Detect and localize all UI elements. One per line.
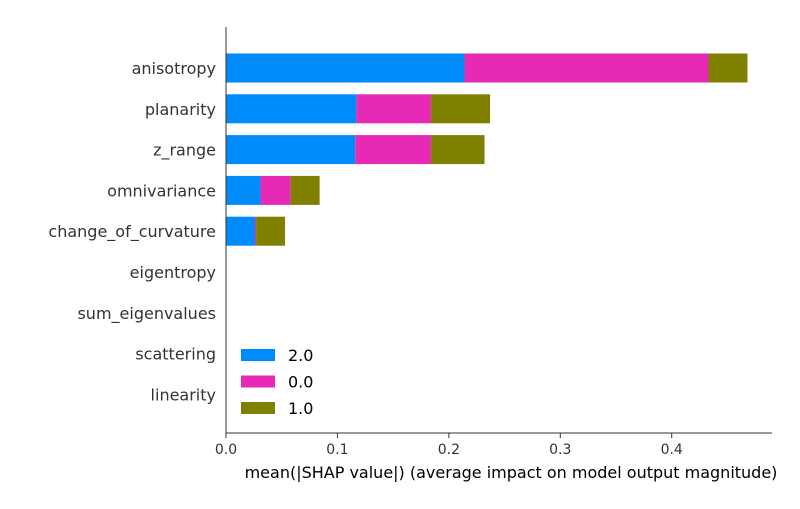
x-tick-label: 0.2 (438, 442, 460, 458)
feature-label-eigentropy: eigentropy (130, 263, 216, 282)
bar-anisotropy-series-0 (226, 53, 465, 83)
x-tick-label: 0.4 (661, 442, 683, 458)
x-axis-title: mean(|SHAP value|) (average impact on mo… (245, 463, 778, 482)
legend: 2.0 0.0 1.0 (241, 346, 313, 418)
bar-change-of-curvature-series-0 (226, 216, 255, 246)
x-tick-label: 0.1 (326, 442, 348, 458)
legend-swatch-2-0 (241, 349, 275, 361)
legend-label-0-0: 0.0 (288, 373, 313, 392)
bar-z-range-series-1 (355, 135, 432, 165)
bar-anisotropy-series-1 (464, 53, 709, 83)
bar-change-of-curvature-series-1 (254, 216, 257, 246)
bar-planarity-series-0 (226, 94, 357, 124)
bar-planarity-series-2 (431, 94, 491, 124)
feature-label-linearity: linearity (151, 385, 216, 404)
feature-label-z-range: z_range (153, 141, 216, 161)
bar-omnivariance-series-0 (226, 175, 261, 205)
x-ticks: 0.0 0.1 0.2 0.3 0.4 (215, 433, 683, 458)
bars-group (226, 53, 748, 246)
feature-labels: anisotropy planarity z_range omnivariance ch… (48, 59, 216, 404)
x-tick-label: 0.3 (549, 442, 571, 458)
feature-label-change-of-curvature: change_of_curvature (48, 222, 216, 242)
bar-z-range-series-0 (226, 135, 356, 165)
legend-swatch-0-0 (241, 375, 275, 388)
bar-anisotropy-series-2 (708, 53, 748, 83)
legend-label-2-0: 2.0 (288, 346, 313, 365)
bar-change-of-curvature-series-2 (256, 216, 286, 246)
legend-label-1-0: 1.0 (288, 399, 313, 418)
x-tick-label: 0.0 (215, 442, 237, 458)
bar-planarity-series-1 (356, 94, 432, 124)
feature-label-scattering: scattering (135, 345, 216, 364)
bar-z-range-series-2 (431, 135, 485, 165)
feature-label-planarity: planarity (145, 100, 216, 119)
feature-label-omnivariance: omnivariance (107, 181, 216, 200)
bar-omnivariance-series-2 (290, 175, 320, 205)
bar-omnivariance-series-1 (260, 175, 291, 205)
feature-label-anisotropy: anisotropy (132, 59, 216, 78)
legend-swatch-1-0 (241, 402, 275, 414)
feature-label-sum-eigenvalues: sum_eigenvalues (77, 304, 216, 324)
